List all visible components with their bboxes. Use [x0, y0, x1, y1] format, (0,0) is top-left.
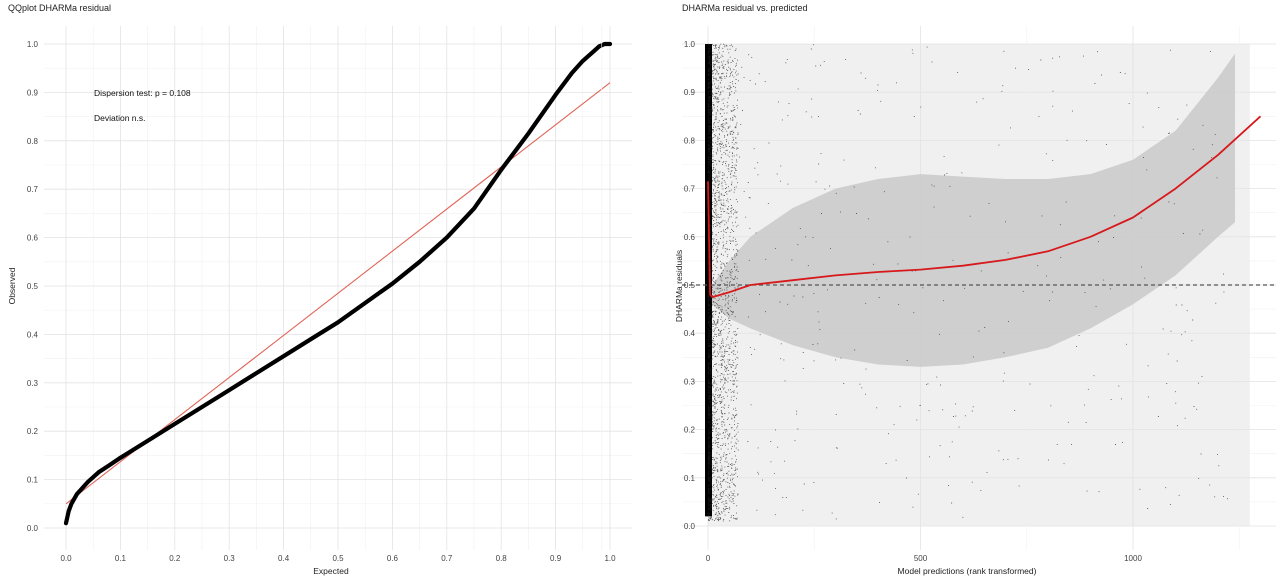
- qq-plot-title: QQplot DHARMa residual: [8, 3, 111, 13]
- res-x-tick-label: 0: [706, 554, 711, 563]
- residual-plot-title: DHARMa residual vs. predicted: [682, 3, 808, 13]
- scattered-residual-points: [708, 43, 1228, 522]
- res-y-tick-label: 0.0: [684, 522, 696, 531]
- qq-y-tick-label: 1.0: [27, 40, 39, 49]
- res-y-tick-label: 0.4: [684, 329, 696, 338]
- residual-points: [705, 43, 1228, 522]
- res-y-tick-label: 0.9: [684, 88, 696, 97]
- qq-y-tick-label: 0.6: [27, 234, 39, 243]
- smooth-curve: [707, 115, 1262, 298]
- res-y-tick-label: 1.0: [684, 40, 696, 49]
- residual-vs-predicted-panel: DHARMa residual vs. predicted 0 500 1000 0.…: [601, 3, 1276, 576]
- qq-x-tick-label: 0.4: [278, 554, 290, 563]
- dispersion-test-annotation: Dispersion test: p = 0.108: [94, 88, 191, 98]
- qq-x-tick-label: 0.8: [496, 554, 508, 563]
- confidence-band: [712, 53, 1235, 367]
- res-y-tick-label: 0.6: [684, 233, 696, 242]
- res-y-tick-label: 0.5: [684, 281, 696, 290]
- qq-y-tick-label: 0.1: [27, 476, 39, 485]
- res-y-tick-label: 0.2: [684, 426, 696, 435]
- res-x-tick-label: 1000: [1124, 554, 1142, 563]
- qq-x-tick-label: 0.1: [115, 554, 127, 563]
- qq-x-tick-label: 0.6: [387, 554, 399, 563]
- qq-x-tick-label: 1.0: [604, 554, 616, 563]
- qq-y-tick-label: 0.5: [27, 282, 39, 291]
- qq-x-tick-label: 0.9: [550, 554, 562, 563]
- qq-observed-curve: [63, 41, 613, 526]
- residual-x-axis-label: Model predictions (rank transformed): [898, 566, 1037, 576]
- qq-plot-ticks: 0.0 0.1 0.2 0.3 0.4 0.5 0.6 0.7 0.8 0.9 1.0 0.0 0.1 0…: [27, 40, 616, 563]
- qq-y-tick-label: 0.8: [27, 137, 39, 146]
- residual-y-axis-label: DHARMa residuals: [674, 250, 684, 322]
- res-y-tick-label: 0.1: [684, 474, 696, 483]
- confidence-band-area: [712, 53, 1235, 367]
- qq-y-tick-label: 0.4: [27, 330, 39, 339]
- qq-plot-grid: [44, 26, 632, 550]
- res-x-tick-label: 500: [914, 554, 928, 563]
- qq-y-tick-label: 0.9: [27, 88, 39, 97]
- qq-y-tick-label: 0.7: [27, 185, 39, 194]
- qq-x-tick-label: 0.3: [224, 554, 236, 563]
- qq-y-axis-label: Observed: [7, 267, 17, 304]
- qq-plot-series: [63, 41, 613, 526]
- smooth-line: [707, 115, 1262, 298]
- res-y-tick-label: 0.7: [684, 185, 696, 194]
- qq-x-axis-label: Expected: [313, 566, 349, 576]
- res-y-tick-label: 0.3: [684, 377, 696, 386]
- qq-x-tick-label: 0.7: [441, 554, 453, 563]
- qq-x-tick-label: 0.0: [60, 554, 72, 563]
- res-y-tick-label: 0.8: [684, 136, 696, 145]
- qq-y-tick-label: 0.2: [27, 427, 39, 436]
- qq-x-tick-label: 0.5: [332, 554, 344, 563]
- qq-x-tick-label: 0.2: [169, 554, 181, 563]
- qq-y-tick-label: 0.3: [27, 379, 39, 388]
- qq-y-tick-label: 0.0: [27, 524, 39, 533]
- deviation-annotation: Deviation n.s.: [94, 113, 146, 123]
- qq-plot-panel: QQplot DHARMa residual 0.0 0.1 0.2 0.3 0.4 0.…: [7, 3, 632, 576]
- residual-plot-ticks: 0 500 1000 0.0 0.1 0.2 0.3 0.4 0.5 0.6 0.7 0.8 0.9 1.…: [684, 40, 1143, 563]
